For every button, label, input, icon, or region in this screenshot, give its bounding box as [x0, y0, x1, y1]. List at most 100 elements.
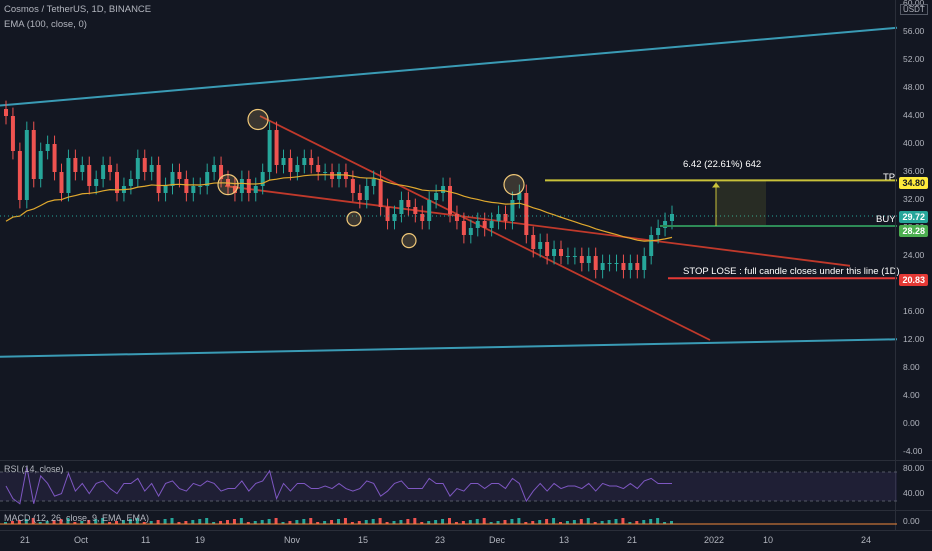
candle-body	[149, 165, 154, 172]
candle-body	[66, 158, 71, 193]
time-tick: 13	[559, 535, 570, 545]
candle-body	[87, 165, 92, 186]
descending-lower-line	[224, 185, 851, 267]
candle-body	[31, 130, 36, 179]
candle-body	[135, 158, 140, 179]
macd-histogram-bar	[52, 520, 56, 524]
candle-body	[434, 193, 439, 200]
candle-body	[420, 214, 425, 221]
candle-body	[302, 158, 307, 165]
candle-body	[489, 221, 494, 228]
candle-body	[337, 172, 341, 179]
macd-histogram-bar	[274, 518, 278, 524]
measure-box	[716, 180, 766, 227]
macd-histogram-bar	[343, 518, 347, 524]
candle-body	[281, 158, 286, 165]
macd-histogram-bar	[94, 519, 98, 524]
macd-histogram-bar	[135, 518, 139, 524]
macd-pane[interactable]: MACD (12, 26, close, 9, EMA, EMA) 0.00	[0, 510, 932, 531]
currency-badge[interactable]: USDT	[900, 4, 928, 15]
macd-histogram-bar	[4, 522, 7, 524]
candle-body	[579, 256, 584, 263]
price-tick: 52.00	[903, 54, 925, 64]
macd-histogram-bar	[628, 522, 632, 524]
macd-chart[interactable]	[0, 511, 932, 531]
candle-body	[108, 165, 113, 172]
price-chart[interactable]	[0, 0, 932, 460]
candle-body	[607, 263, 612, 264]
candle-body	[10, 116, 15, 151]
candle-body	[177, 172, 182, 179]
touch-circle	[217, 174, 239, 196]
candle-body	[461, 221, 466, 235]
touch-circle	[247, 108, 269, 131]
price-tick: 4.00	[903, 390, 920, 400]
macd-histogram-bar	[177, 522, 181, 524]
macd-histogram-bar	[517, 518, 521, 524]
touch-circle	[346, 211, 362, 227]
macd-histogram-bar	[108, 522, 112, 524]
ema-indicator-label[interactable]: EMA (100, close, 0)	[4, 19, 87, 30]
macd-histogram-bar	[413, 518, 417, 524]
candle-body	[517, 193, 522, 200]
macd-histogram-bar	[538, 520, 542, 524]
price-scale[interactable]	[895, 0, 932, 530]
candle-body	[274, 130, 279, 165]
candle-body	[663, 221, 668, 228]
measure-label: 6.42 (22.61%) 642	[683, 159, 762, 170]
macd-histogram-bar	[212, 522, 216, 524]
candle-body	[170, 172, 175, 186]
macd-histogram-bar	[87, 520, 91, 524]
macd-histogram-bar	[531, 521, 535, 524]
macd-histogram-bar	[198, 519, 202, 524]
macd-histogram-bar	[191, 520, 195, 524]
rsi-chart[interactable]	[0, 461, 932, 511]
candle-body	[239, 179, 244, 193]
macd-histogram-bar	[330, 520, 334, 524]
candle-body	[156, 165, 161, 193]
symbol-title[interactable]: Cosmos / TetherUS, 1D, BINANCE	[4, 4, 152, 15]
candle-body	[350, 179, 355, 193]
rsi-title[interactable]: RSI (14, close)	[4, 464, 64, 474]
macd-histogram-bar	[156, 520, 160, 524]
candle-body	[115, 172, 119, 193]
rsi-pane[interactable]: RSI (14, close) 80.00 40.00	[0, 460, 932, 511]
macd-histogram-bar	[663, 522, 667, 524]
macd-histogram-bar	[600, 521, 604, 524]
candle-body	[628, 263, 633, 270]
tp-label: TP	[883, 172, 896, 183]
macd-histogram-bar	[149, 521, 153, 524]
candle-body	[80, 165, 85, 172]
macd-title[interactable]: MACD (12, 26, close, 9, EMA, EMA)	[4, 513, 150, 523]
time-tick: Dec	[489, 535, 506, 545]
price-pane[interactable]	[0, 0, 932, 460]
macd-histogram-bar	[239, 518, 243, 524]
macd-histogram-bar	[45, 521, 49, 524]
candle-body	[545, 242, 550, 256]
candle-body	[38, 151, 43, 179]
macd-histogram-bar	[489, 522, 493, 524]
macd-histogram-bar	[163, 519, 167, 524]
candle-body	[454, 214, 459, 221]
macd-histogram-bar	[607, 520, 611, 524]
time-axis[interactable]: 21 Oct 11 19 Nov 15 23 Dec 13 21 2022 10 24	[0, 530, 932, 551]
macd-histogram-bar	[441, 519, 445, 524]
macd-histogram-bar	[448, 518, 451, 524]
candle-body	[24, 130, 29, 200]
price-tick: 40.00	[903, 138, 925, 148]
macd-histogram-bar	[510, 519, 514, 524]
macd-histogram-bar	[670, 521, 673, 524]
time-tick: 21	[20, 535, 31, 545]
candle-body	[288, 158, 293, 172]
candle-body	[52, 144, 57, 172]
macd-histogram-bar	[219, 521, 223, 524]
time-tick: 15	[358, 535, 369, 545]
macd-histogram-bar	[357, 521, 361, 524]
macd-histogram-bar	[205, 518, 209, 524]
macd-histogram-bar	[246, 522, 250, 524]
candle-body	[531, 235, 536, 249]
candle-body	[565, 256, 570, 257]
macd-histogram-bar	[475, 519, 479, 524]
candle-body	[524, 193, 529, 235]
candle-body	[45, 144, 50, 151]
